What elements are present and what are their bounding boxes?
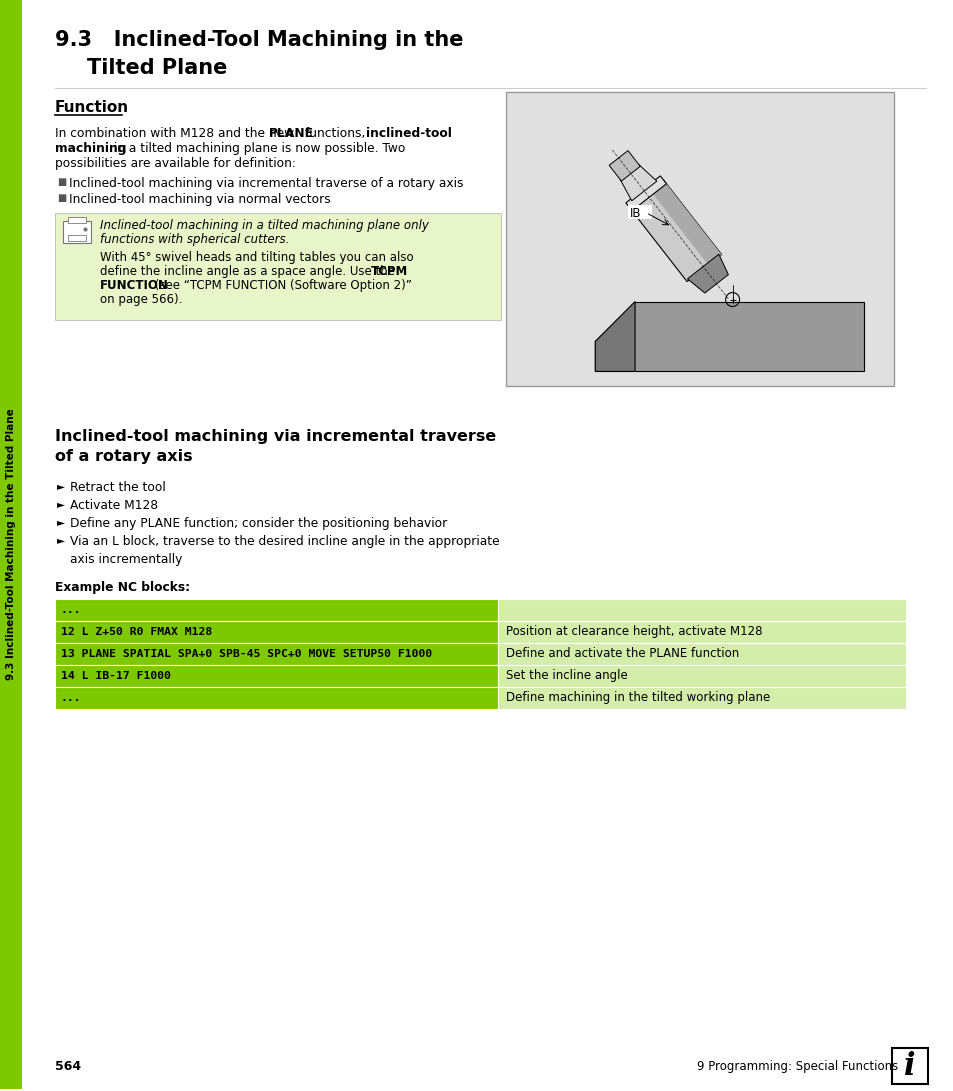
Bar [54, 687, 497, 709]
Text: define the incline angle as a space angle. Use the: define the incline angle as a space angl… [99, 265, 397, 277]
Text: 14 L IB-17 F1000: 14 L IB-17 F1000 [61, 671, 171, 681]
Text: Define machining in the tilted working plane: Define machining in the tilted working p… [505, 692, 769, 705]
Text: 9.3 Inclined-Tool Machining in the Tilted Plane: 9.3 Inclined-Tool Machining in the Tilte… [6, 408, 16, 680]
Bar [497, 621, 904, 643]
Text: Define any PLANE function; consider the positioning behavior: Define any PLANE function; consider the … [70, 517, 446, 530]
Polygon shape [609, 151, 639, 181]
Bar [54, 643, 497, 664]
Text: ►: ► [56, 536, 65, 546]
Text: Example NC blocks:: Example NC blocks: [54, 582, 190, 595]
Text: 13 PLANE SPATIAL SPA+0 SPB-45 SPC+0 MOVE SETUP50 F1000: 13 PLANE SPATIAL SPA+0 SPB-45 SPC+0 MOVE… [61, 649, 432, 659]
Bar [505, 92, 893, 386]
Bar [497, 643, 904, 664]
Text: FUNCTION: FUNCTION [99, 278, 169, 291]
Text: ►: ► [56, 481, 65, 491]
Text: (see “TCPM FUNCTION (Software Option 2)”: (see “TCPM FUNCTION (Software Option 2)” [152, 278, 412, 291]
Text: of a rotary axis: of a rotary axis [54, 449, 193, 465]
Text: ...: ... [61, 606, 81, 615]
Text: In combination with M128 and the new: In combination with M128 and the new [54, 127, 297, 140]
Bar [68, 217, 86, 223]
Text: Tilted Plane: Tilted Plane [87, 58, 227, 77]
Polygon shape [619, 165, 657, 201]
Text: Retract the tool: Retract the tool [70, 481, 165, 494]
Text: 12 L Z+50 R0 FMAX M128: 12 L Z+50 R0 FMAX M128 [61, 627, 212, 637]
Bar [54, 213, 500, 321]
Text: ■: ■ [56, 177, 66, 187]
Polygon shape [625, 176, 666, 211]
Bar [891, 1048, 926, 1084]
Text: Position at clearance height, activate M128: Position at clearance height, activate M… [505, 625, 761, 638]
Bar [497, 664, 904, 687]
Text: Inclined-tool machining via incremental traverse: Inclined-tool machining via incremental … [54, 430, 496, 444]
Text: ►: ► [56, 517, 65, 527]
Text: IB: IB [629, 206, 641, 219]
Bar [54, 599, 497, 621]
Text: 564: 564 [54, 1060, 81, 1074]
Text: Function: Function [54, 100, 129, 115]
Polygon shape [687, 254, 728, 293]
Text: machining: machining [54, 142, 126, 155]
Bar [68, 235, 86, 241]
Bar [497, 599, 904, 621]
Text: With 45° swivel heads and tilting tables you can also: With 45° swivel heads and tilting tables… [99, 251, 413, 264]
Text: i: i [903, 1052, 915, 1082]
Bar [54, 621, 497, 643]
Text: Via an L block, traverse to the desired incline angle in the appropriate: Via an L block, traverse to the desired … [70, 536, 498, 548]
Text: Inclined-tool machining via normal vectors: Inclined-tool machining via normal vecto… [69, 193, 330, 206]
Polygon shape [649, 180, 720, 265]
Text: on page 566).: on page 566). [99, 292, 182, 305]
Text: ■: ■ [56, 193, 66, 203]
Bar [0, 0, 22, 1089]
Text: Activate M128: Activate M128 [70, 500, 157, 512]
Text: Define and activate the PLANE function: Define and activate the PLANE function [505, 647, 739, 660]
Text: 9.3   Inclined-Tool Machining in the: 9.3 Inclined-Tool Machining in the [54, 29, 463, 50]
Text: inclined-tool: inclined-tool [366, 127, 452, 140]
Text: TCPM: TCPM [371, 265, 408, 277]
Bar [627, 205, 651, 218]
Polygon shape [628, 180, 720, 281]
Bar [63, 220, 91, 242]
Text: in a tilted machining plane is now possible. Two: in a tilted machining plane is now possi… [111, 142, 405, 155]
Text: ...: ... [61, 693, 81, 703]
Polygon shape [595, 301, 635, 371]
Polygon shape [595, 301, 863, 371]
Text: Inclined-tool machining via incremental traverse of a rotary axis: Inclined-tool machining via incremental … [69, 177, 463, 190]
Text: Set the incline angle: Set the incline angle [505, 670, 627, 682]
Bar [54, 664, 497, 687]
Text: possibilities are available for definition:: possibilities are available for definiti… [54, 157, 295, 170]
Text: ►: ► [56, 500, 65, 509]
Text: functions with spherical cutters.: functions with spherical cutters. [99, 232, 289, 245]
Text: 9 Programming: Special Functions: 9 Programming: Special Functions [696, 1060, 897, 1074]
Text: functions,: functions, [300, 127, 369, 140]
Text: axis incrementally: axis incrementally [70, 553, 182, 566]
Bar [497, 687, 904, 709]
Text: PLANE: PLANE [269, 127, 314, 140]
Text: Inclined-tool machining in a tilted machining plane only: Inclined-tool machining in a tilted mach… [99, 218, 428, 231]
